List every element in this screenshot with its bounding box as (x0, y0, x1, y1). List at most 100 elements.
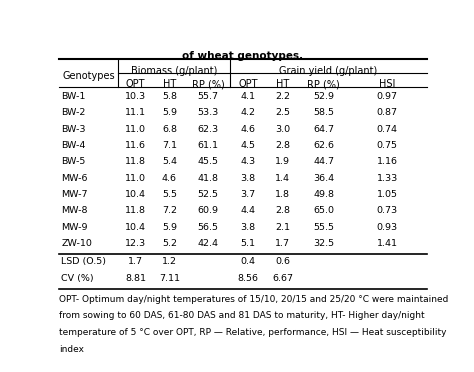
Text: 11.8: 11.8 (125, 206, 146, 215)
Text: 2.5: 2.5 (275, 108, 290, 117)
Text: 1.2: 1.2 (162, 257, 177, 266)
Text: 1.33: 1.33 (376, 173, 398, 183)
Text: OPT: OPT (238, 79, 258, 89)
Text: 49.8: 49.8 (313, 190, 334, 199)
Text: HSI: HSI (379, 79, 395, 89)
Text: temperature of 5 °C over OPT, RP — Relative, performance, HSI — Heat susceptibil: temperature of 5 °C over OPT, RP — Relat… (59, 328, 447, 337)
Text: 3.0: 3.0 (275, 125, 291, 134)
Text: 11.8: 11.8 (125, 157, 146, 166)
Text: 0.4: 0.4 (240, 257, 255, 266)
Text: 8.56: 8.56 (237, 274, 258, 283)
Text: 2.8: 2.8 (275, 141, 290, 150)
Text: index: index (59, 344, 84, 353)
Text: 7.2: 7.2 (162, 206, 177, 215)
Text: 64.7: 64.7 (313, 125, 334, 134)
Text: 1.7: 1.7 (128, 257, 143, 266)
Text: 41.8: 41.8 (198, 173, 219, 183)
Text: 8.81: 8.81 (125, 274, 146, 283)
Text: 62.3: 62.3 (198, 125, 219, 134)
Text: 44.7: 44.7 (313, 157, 334, 166)
Text: 65.0: 65.0 (313, 206, 334, 215)
Text: 45.5: 45.5 (198, 157, 219, 166)
Text: 2.8: 2.8 (275, 206, 290, 215)
Text: CV (%): CV (%) (62, 274, 94, 283)
Text: 5.5: 5.5 (162, 190, 177, 199)
Text: MW-9: MW-9 (62, 222, 88, 231)
Text: 62.6: 62.6 (313, 141, 334, 150)
Text: 4.3: 4.3 (240, 157, 255, 166)
Text: 4.1: 4.1 (240, 92, 255, 101)
Text: 7.1: 7.1 (162, 141, 177, 150)
Text: 56.5: 56.5 (198, 222, 219, 231)
Text: Genotypes: Genotypes (62, 71, 115, 81)
Text: 1.16: 1.16 (377, 157, 398, 166)
Text: 11.0: 11.0 (125, 173, 146, 183)
Text: 1.41: 1.41 (377, 239, 398, 248)
Text: 0.93: 0.93 (376, 222, 398, 231)
Text: ZW-10: ZW-10 (62, 239, 92, 248)
Text: 12.3: 12.3 (125, 239, 146, 248)
Text: 5.4: 5.4 (162, 157, 177, 166)
Text: 1.7: 1.7 (275, 239, 290, 248)
Text: 5.1: 5.1 (240, 239, 255, 248)
Text: 36.4: 36.4 (313, 173, 334, 183)
Text: 0.97: 0.97 (377, 92, 398, 101)
Text: 0.87: 0.87 (377, 108, 398, 117)
Text: 4.2: 4.2 (240, 108, 255, 117)
Text: MW-8: MW-8 (62, 206, 88, 215)
Text: 11.1: 11.1 (125, 108, 146, 117)
Text: 11.6: 11.6 (125, 141, 146, 150)
Text: 4.6: 4.6 (162, 173, 177, 183)
Text: 6.67: 6.67 (272, 274, 293, 283)
Text: BW-3: BW-3 (62, 125, 86, 134)
Text: 42.4: 42.4 (198, 239, 219, 248)
Text: 1.05: 1.05 (377, 190, 398, 199)
Text: from sowing to 60 DAS, 61-80 DAS and 81 DAS to maturity, HT- Higher day/night: from sowing to 60 DAS, 61-80 DAS and 81 … (59, 311, 425, 320)
Text: 4.6: 4.6 (240, 125, 255, 134)
Text: OPT: OPT (126, 79, 145, 89)
Text: 11.0: 11.0 (125, 125, 146, 134)
Text: 0.74: 0.74 (377, 125, 398, 134)
Text: 5.9: 5.9 (162, 108, 177, 117)
Text: OPT- Optimum day/night temperatures of 15/10, 20/15 and 25/20 °C were maintained: OPT- Optimum day/night temperatures of 1… (59, 295, 448, 304)
Text: 2.2: 2.2 (275, 92, 290, 101)
Text: LSD (O.5): LSD (O.5) (62, 257, 107, 266)
Text: MW-7: MW-7 (62, 190, 88, 199)
Text: 1.8: 1.8 (275, 190, 290, 199)
Text: 1.4: 1.4 (275, 173, 290, 183)
Text: 1.9: 1.9 (275, 157, 290, 166)
Text: 0.75: 0.75 (377, 141, 398, 150)
Text: 52.5: 52.5 (198, 190, 219, 199)
Text: HT: HT (163, 79, 176, 89)
Text: 5.8: 5.8 (162, 92, 177, 101)
Text: 55.7: 55.7 (198, 92, 219, 101)
Text: Grain yield (g/plant): Grain yield (g/plant) (279, 66, 377, 76)
Text: 55.5: 55.5 (313, 222, 334, 231)
Text: 10.3: 10.3 (125, 92, 146, 101)
Text: of wheat genotypes.: of wheat genotypes. (182, 51, 303, 61)
Text: 5.2: 5.2 (162, 239, 177, 248)
Text: 61.1: 61.1 (198, 141, 219, 150)
Text: BW-1: BW-1 (62, 92, 86, 101)
Text: RP (%): RP (%) (191, 79, 224, 89)
Text: 3.7: 3.7 (240, 190, 255, 199)
Text: BW-2: BW-2 (62, 108, 86, 117)
Text: 5.9: 5.9 (162, 222, 177, 231)
Text: BW-4: BW-4 (62, 141, 86, 150)
Text: 4.5: 4.5 (240, 141, 255, 150)
Text: RP (%): RP (%) (307, 79, 340, 89)
Text: 6.8: 6.8 (162, 125, 177, 134)
Text: 32.5: 32.5 (313, 239, 334, 248)
Text: 52.9: 52.9 (313, 92, 334, 101)
Text: 58.5: 58.5 (313, 108, 334, 117)
Text: 2.1: 2.1 (275, 222, 290, 231)
Text: MW-6: MW-6 (62, 173, 88, 183)
Text: 3.8: 3.8 (240, 222, 255, 231)
Text: 0.73: 0.73 (376, 206, 398, 215)
Text: Biomass (g/plant): Biomass (g/plant) (131, 66, 217, 76)
Text: HT: HT (276, 79, 290, 89)
Text: 3.8: 3.8 (240, 173, 255, 183)
Text: 0.6: 0.6 (275, 257, 290, 266)
Text: 10.4: 10.4 (125, 190, 146, 199)
Text: 53.3: 53.3 (197, 108, 219, 117)
